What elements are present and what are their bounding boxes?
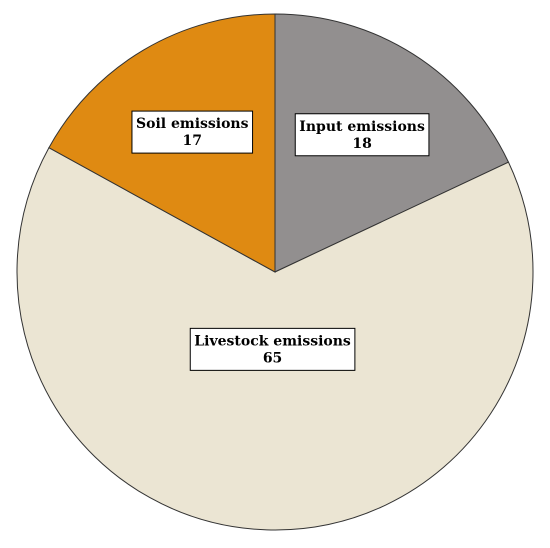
label-box [294,113,430,157]
label-name: Livestock emissions [194,333,351,349]
label-name: Input emissions [299,119,425,135]
label-box [131,110,254,154]
label-value: 18 [352,136,371,152]
label-box [189,327,356,371]
label-value: 65 [263,350,282,366]
label-name: Soil emissions [136,116,249,132]
label-value: 17 [183,133,202,149]
